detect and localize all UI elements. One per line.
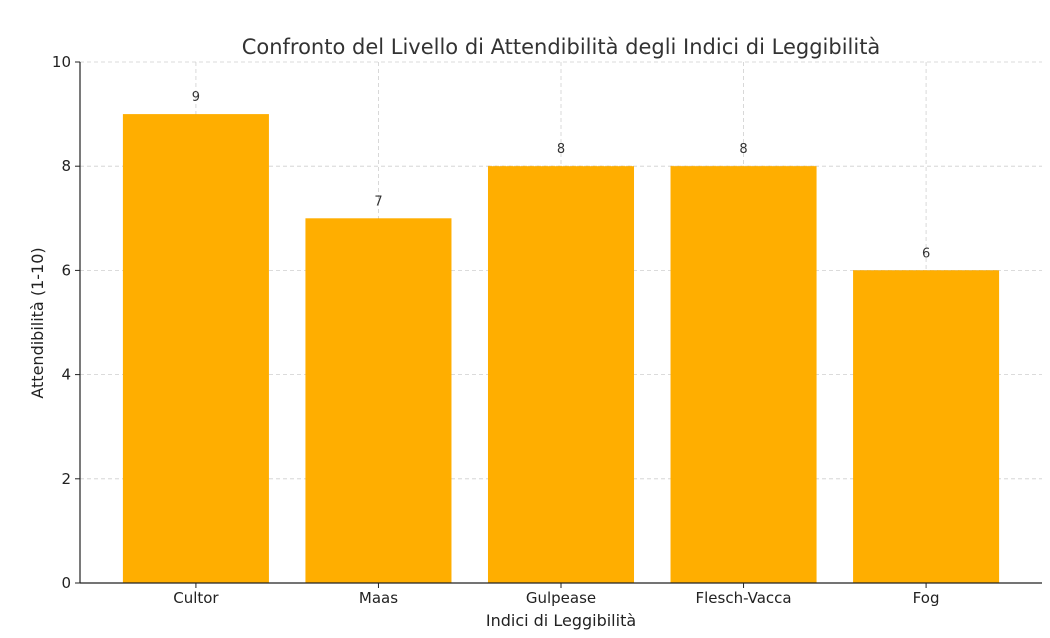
labels-layer: 9 7 8 8 6 0 2 4 6 8 10 Cultor Maas Gulpease Flesch-Vac… bbox=[52, 53, 940, 607]
y-tick-label: 0 bbox=[61, 574, 71, 592]
y-tick-label: 6 bbox=[61, 261, 71, 279]
bar-flesch-vacca bbox=[670, 166, 817, 583]
data-label: 9 bbox=[192, 90, 200, 105]
x-tick-label: Gulpease bbox=[526, 589, 596, 607]
data-label: 8 bbox=[557, 142, 565, 157]
x-tick-label: Cultor bbox=[173, 589, 219, 607]
x-tick-label: Maas bbox=[359, 589, 398, 607]
x-tick-label: Fog bbox=[913, 589, 940, 607]
x-axis-label: Indici di Leggibilità bbox=[486, 611, 636, 630]
y-tick-label: 2 bbox=[61, 470, 71, 488]
bar-maas bbox=[305, 218, 452, 584]
bars-layer bbox=[122, 114, 1000, 584]
data-label: 8 bbox=[739, 142, 747, 157]
data-label: 6 bbox=[922, 246, 930, 261]
y-tick-label: 4 bbox=[61, 366, 71, 384]
chart-title: Confronto del Livello di Attendibilità d… bbox=[242, 35, 881, 59]
y-tick-label: 10 bbox=[52, 53, 71, 71]
bar-cultor bbox=[122, 114, 269, 583]
x-tick-label: Flesch-Vacca bbox=[695, 589, 791, 607]
bar-gulpease bbox=[487, 166, 635, 583]
y-axis-label: Attendibilità (1-10) bbox=[28, 247, 47, 398]
data-label: 7 bbox=[374, 194, 382, 209]
axes-layer bbox=[75, 61, 1042, 588]
bar-fog bbox=[853, 270, 1000, 583]
y-tick-label: 8 bbox=[61, 157, 71, 175]
